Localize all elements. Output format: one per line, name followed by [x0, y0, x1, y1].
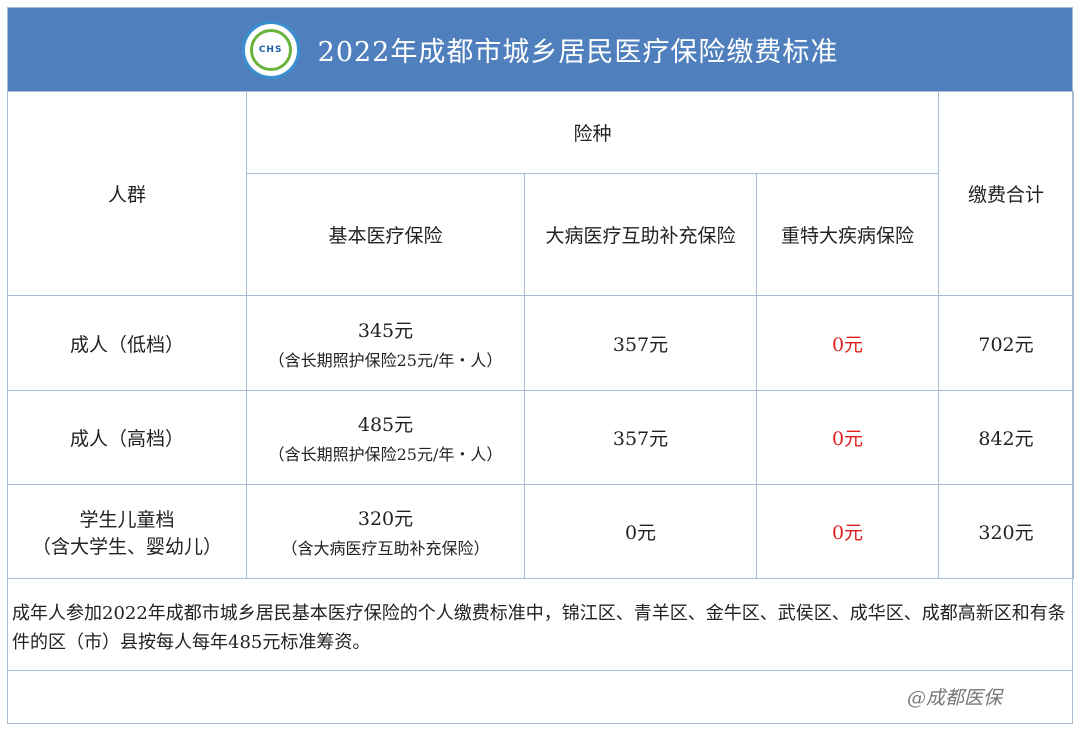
fee-standard-sheet: CHS 2022年成都市城乡居民医疗保险缴费标准 人群 险种 缴费合计 基本医疗…	[7, 7, 1075, 724]
title-bar: CHS 2022年成都市城乡居民医疗保险缴费标准	[8, 8, 1072, 91]
note-text: 成年人参加2022年成都市城乡居民基本医疗保险的个人缴费标准中，锦江区、青羊区、…	[8, 579, 1072, 671]
fee-table: 人群 险种 缴费合计 基本医疗保险 大病医疗互助补充保险 重特大疾病保险 成人（…	[7, 91, 1075, 579]
group-label-note: （含大学生、婴幼儿）	[31, 535, 222, 558]
major-cell: 0元	[755, 484, 940, 579]
group-label: 学生儿童档	[79, 508, 175, 531]
header-major-disease: 重特大疾病保险	[755, 173, 940, 296]
basic-note: （含大病医疗互助补充保险）	[281, 539, 490, 558]
major-cell: 0元	[755, 295, 940, 391]
table-row: 成人（低档） 345元 （含长期照护保险25元/年・人） 357元 0元 702元	[7, 295, 1075, 391]
total-cell: 320元	[938, 484, 1075, 579]
total-cell: 842元	[938, 390, 1075, 485]
basic-amount: 485元	[357, 414, 414, 436]
serious-cell: 0元	[524, 484, 757, 579]
healthcare-security-logo-icon: CHS	[241, 20, 300, 79]
serious-cell: 357元	[524, 390, 757, 485]
header-serious-illness: 大病医疗互助补充保险	[524, 173, 757, 296]
group-cell: 成人（高档）	[7, 390, 247, 485]
table-row: 成人（高档） 485元 （含长期照护保险25元/年・人） 357元 0元 842元	[7, 390, 1075, 485]
basic-amount: 320元	[357, 508, 414, 530]
major-cell: 0元	[755, 390, 940, 485]
basic-note: （含长期照护保险25元/年・人）	[268, 350, 503, 370]
group-cell: 学生儿童档 （含大学生、婴幼儿）	[7, 484, 247, 579]
serious-cell: 357元	[524, 295, 757, 391]
footer: @成都医保	[8, 671, 1072, 723]
basic-cell: 485元 （含长期照护保险25元/年・人）	[246, 390, 525, 485]
basic-cell: 345元 （含长期照护保险25元/年・人）	[246, 295, 525, 391]
header-group: 人群	[7, 91, 247, 296]
basic-cell: 320元 （含大病医疗互助补充保险）	[246, 484, 525, 579]
basic-amount: 345元	[357, 319, 414, 342]
group-cell: 成人（低档）	[7, 295, 247, 391]
page-title: 2022年成都市城乡居民医疗保险缴费标准	[317, 37, 839, 68]
header-basic: 基本医疗保险	[246, 173, 525, 296]
watermark: @成都医保	[906, 687, 1002, 709]
header-insurance-types: 险种	[245, 91, 940, 174]
header-total: 缴费合计	[938, 91, 1075, 296]
table-row: 学生儿童档 （含大学生、婴幼儿） 320元 （含大病医疗互助补充保险） 0元 0元 …	[7, 484, 1075, 579]
basic-note: （含长期照护保险25元/年・人）	[268, 445, 503, 464]
total-cell: 702元	[938, 295, 1075, 391]
